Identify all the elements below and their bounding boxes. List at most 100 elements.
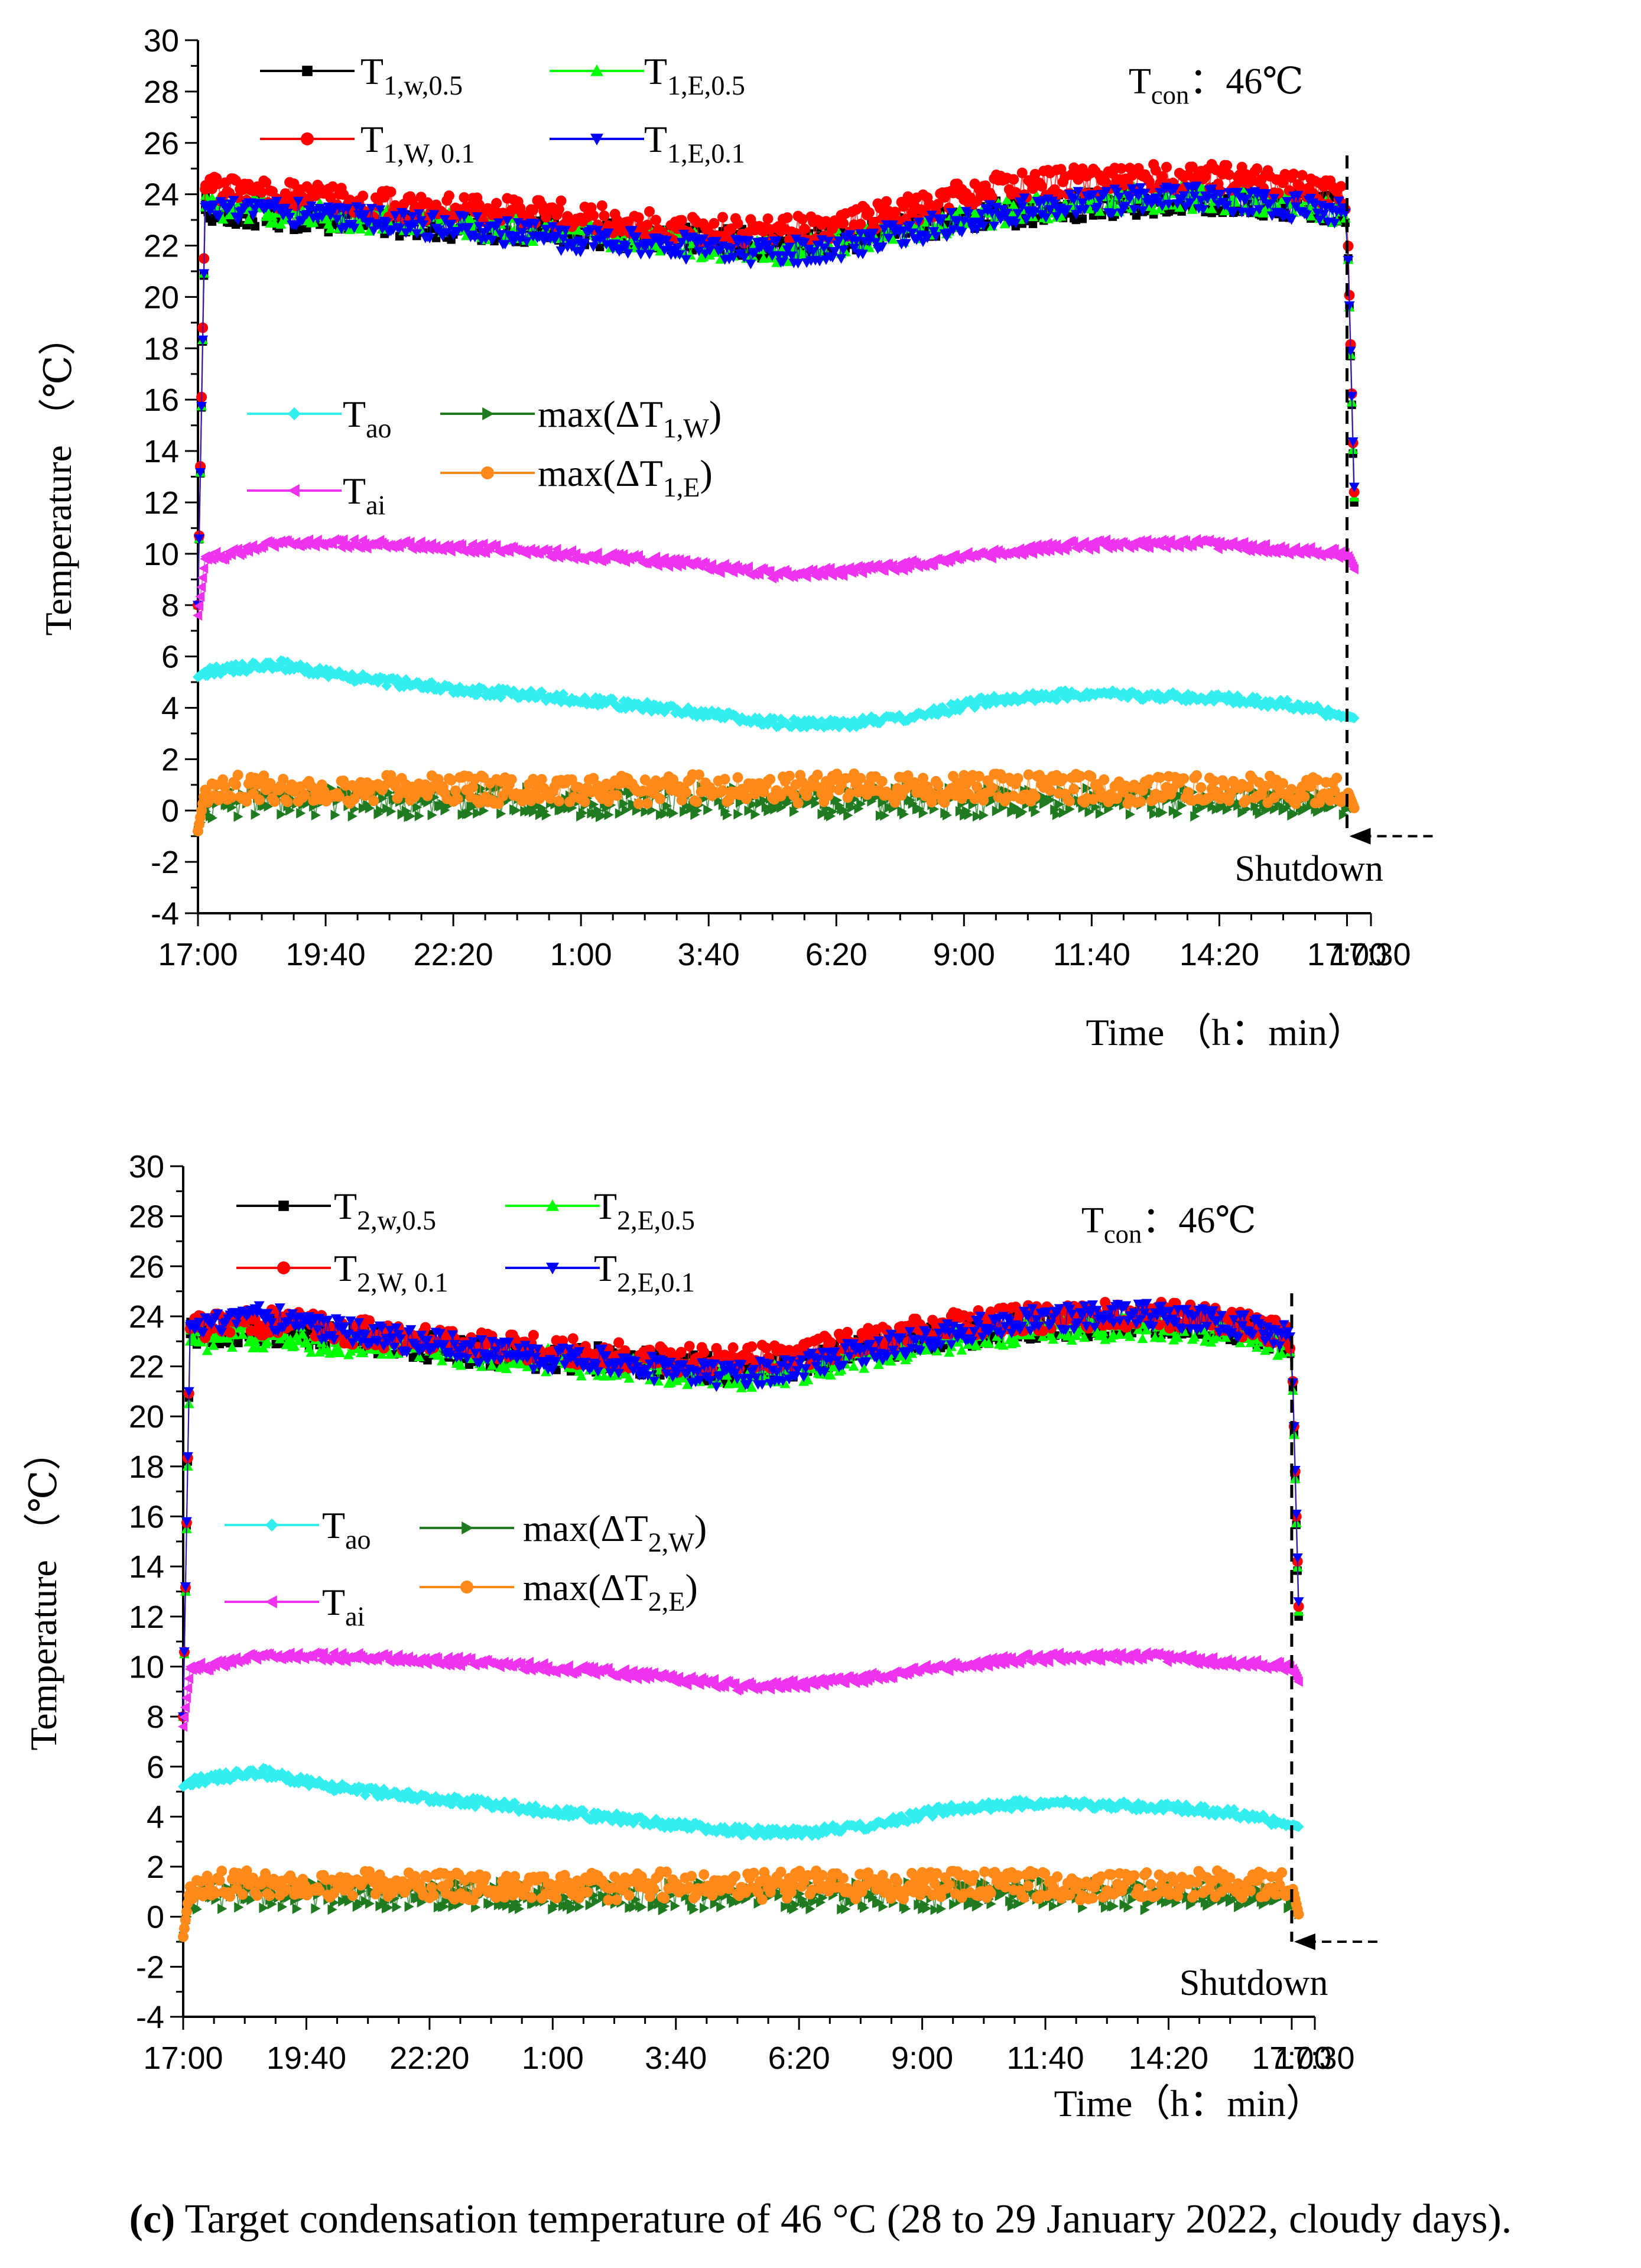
data-point xyxy=(217,214,229,224)
data-point xyxy=(230,779,242,790)
data-point xyxy=(986,782,997,793)
y-tick-label: 8 xyxy=(147,1699,164,1735)
data-point xyxy=(642,219,653,231)
legend-label-main: T xyxy=(343,470,366,512)
data-point xyxy=(368,226,379,236)
y-tick-label: 24 xyxy=(129,1299,164,1335)
data-point xyxy=(472,212,483,222)
data-point xyxy=(799,223,810,235)
x-tick-label: 9:00 xyxy=(891,2040,953,2076)
data-point xyxy=(256,187,267,198)
data-point xyxy=(443,190,454,202)
y-tick-label: 30 xyxy=(144,23,179,59)
data-point xyxy=(280,203,291,214)
data-point xyxy=(232,215,243,225)
y-tick-label: 22 xyxy=(129,1349,164,1385)
x-axis-title: Time（h：min） xyxy=(1054,2082,1324,2124)
data-point xyxy=(719,774,730,785)
y-tick-label: 0 xyxy=(147,1900,164,1935)
legend-entry: max(ΔT1,E) xyxy=(440,452,713,502)
data-point xyxy=(728,252,739,262)
data-point xyxy=(209,200,220,210)
data-point xyxy=(855,219,866,230)
data-point xyxy=(375,205,386,215)
data-point xyxy=(1053,189,1064,200)
data-point xyxy=(1305,210,1317,220)
y-tick-label: -2 xyxy=(151,845,179,880)
data-point xyxy=(863,207,875,218)
y-tick-label: 6 xyxy=(147,1750,164,1785)
data-point xyxy=(818,243,830,253)
x-tick-label: 3:40 xyxy=(645,2040,707,2076)
data-point xyxy=(261,177,272,188)
data-point xyxy=(194,534,205,544)
data-point xyxy=(528,205,539,216)
data-point xyxy=(197,335,209,345)
data-point xyxy=(762,240,774,250)
data-point xyxy=(681,255,692,265)
data-point xyxy=(758,237,769,247)
series-Tao xyxy=(193,655,1360,733)
data-point xyxy=(1252,163,1263,174)
data-point xyxy=(573,225,584,235)
legend-marker xyxy=(301,132,314,145)
x-tick-label: 3:40 xyxy=(678,937,740,972)
data-point xyxy=(271,197,282,207)
x-tick-label: 17:00 xyxy=(158,937,238,972)
data-point xyxy=(711,236,722,246)
x-tick-label: 19:40 xyxy=(285,937,365,972)
data-point xyxy=(547,222,558,232)
data-point xyxy=(644,206,655,217)
data-point xyxy=(732,772,743,783)
legend-label-main: T xyxy=(360,118,384,160)
data-point xyxy=(224,209,235,219)
data-point xyxy=(473,222,485,232)
data-point xyxy=(836,254,847,264)
data-point xyxy=(1187,204,1198,214)
data-point xyxy=(385,186,397,197)
data-point xyxy=(1068,784,1080,795)
legend-marker xyxy=(481,466,494,479)
data-point xyxy=(650,241,661,251)
data-point xyxy=(234,1338,243,1348)
data-point xyxy=(459,212,470,222)
data-point xyxy=(1135,796,1146,807)
data-point xyxy=(558,234,569,244)
data-point xyxy=(1195,782,1207,793)
data-point xyxy=(792,797,804,809)
y-tick-label: 10 xyxy=(129,1649,164,1685)
legend-entry: Tao xyxy=(247,393,392,443)
data-point xyxy=(1012,773,1023,784)
legend-label-sub: 1,W xyxy=(663,413,710,443)
data-point xyxy=(409,219,420,229)
data-point xyxy=(463,223,474,233)
data-point xyxy=(459,192,470,203)
data-point xyxy=(1329,785,1340,796)
data-point xyxy=(709,218,720,229)
data-point xyxy=(876,776,888,787)
y-tick-label: 20 xyxy=(144,280,179,315)
data-point xyxy=(1161,161,1172,173)
data-point xyxy=(541,225,552,235)
data-point xyxy=(833,236,844,246)
data-point xyxy=(465,214,476,225)
data-point xyxy=(355,223,366,234)
data-point xyxy=(999,218,1010,229)
data-point xyxy=(1335,181,1347,192)
y-axis-title: Temperature （℃） xyxy=(22,1432,64,1750)
data-point xyxy=(358,190,369,202)
data-point xyxy=(829,247,840,257)
data-point xyxy=(1008,174,1019,185)
tcon-annotation-sub: con xyxy=(1151,80,1189,109)
data-point xyxy=(551,232,563,242)
y-tick-label: 22 xyxy=(144,229,179,264)
data-point xyxy=(932,199,944,210)
data-point xyxy=(702,225,713,236)
data-point xyxy=(626,226,638,236)
data-point xyxy=(495,230,506,240)
data-point xyxy=(376,224,388,234)
data-point xyxy=(1299,791,1310,802)
legend-label-sub: ao xyxy=(366,413,392,443)
